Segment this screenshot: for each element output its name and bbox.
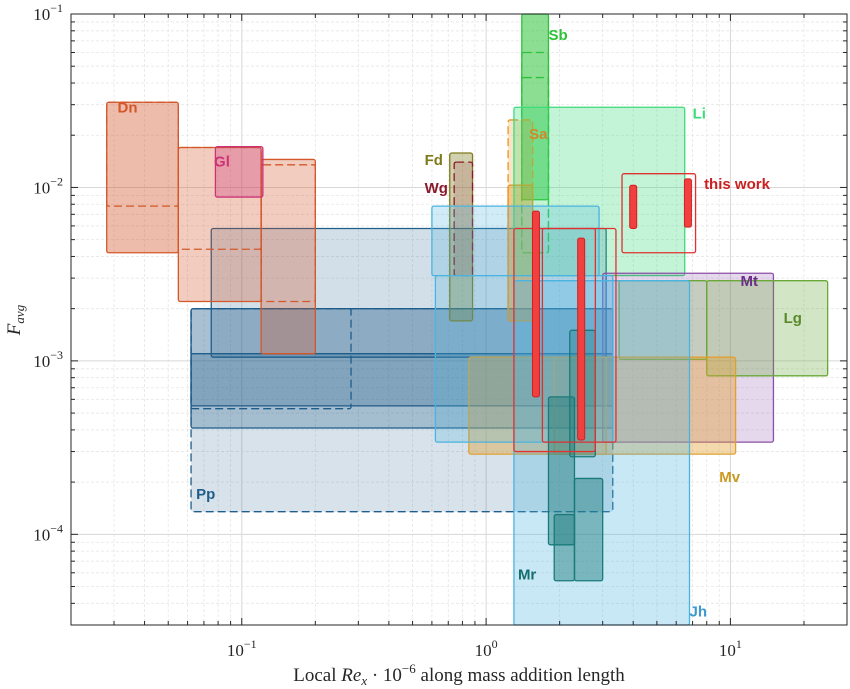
axes-frame — [70, 13, 848, 626]
label-mt: Mt — [741, 273, 759, 290]
y-tick-label: 10−3 — [33, 348, 63, 371]
label-li: Li — [693, 105, 706, 122]
x-axis-label: Local Rex · 10−6 along mass addition len… — [293, 661, 625, 688]
series-dn — [106, 101, 316, 355]
x-axis-label-suffix: along mass addition length — [416, 665, 625, 686]
series-this-work — [513, 173, 697, 453]
range-box-dn — [106, 101, 179, 207]
label-mv: Mv — [719, 469, 740, 486]
bar-this-work — [683, 178, 692, 228]
x-axis-label-mid: · 10 — [367, 665, 402, 686]
label-wg: Wg — [425, 180, 448, 197]
range-box-dn — [177, 146, 262, 250]
range-box-gl — [214, 145, 264, 198]
label-sa: Sa — [529, 126, 548, 143]
series-gl — [214, 145, 264, 198]
bar-this-work — [577, 237, 586, 441]
label-gl: Gl — [214, 154, 230, 171]
label-fd: Fd — [425, 152, 443, 169]
range-box-jh — [434, 275, 614, 443]
range-box-dn — [260, 158, 316, 355]
x-tick-label: 100 — [475, 637, 498, 660]
label-sb: Sb — [548, 27, 567, 44]
series-jh — [431, 205, 691, 626]
x-axis-label-prefix: Local — [293, 665, 341, 686]
label-this-work: this work — [704, 176, 771, 193]
x-tick-label: 101 — [719, 637, 742, 660]
y-axis-label-sub: avg — [12, 304, 27, 323]
x-tick-label: 10−1 — [227, 637, 257, 660]
series-mr — [547, 329, 604, 582]
y-tick-label: 10−2 — [33, 174, 63, 197]
series-lg — [618, 280, 829, 377]
range-box-this-work — [541, 227, 617, 443]
label-lg: Lg — [784, 310, 802, 327]
axis-ticks: 10−1 100 101 10−4 10−3 10−2 10−1 — [33, 1, 848, 660]
range-box-mr — [553, 513, 576, 582]
bar-this-work — [531, 210, 540, 398]
label-jh: Jh — [690, 604, 708, 621]
label-dn: Dn — [118, 100, 138, 117]
label-mr: Mr — [518, 566, 536, 583]
range-box-this-work — [621, 173, 697, 254]
bar-this-work — [629, 184, 638, 229]
range-box-mr — [547, 396, 576, 546]
label-pp: Pp — [196, 486, 215, 503]
y-axis-label: Favg — [4, 304, 27, 336]
range-box-lg — [706, 280, 829, 377]
range-box-dn — [260, 164, 316, 303]
y-axis-label-var: F — [4, 323, 25, 336]
data-boxes — [106, 13, 829, 626]
y-tick-label: 10−4 — [33, 521, 63, 544]
plot-area — [71, 14, 847, 625]
series-labels: Pp Dn Gl Fd Wg Sb Sa Li Mt Lg Mv Jh Mr this work — [118, 27, 802, 621]
x-axis-label-sub: x — [360, 673, 367, 688]
series-pp — [190, 227, 614, 513]
range-box-mr — [573, 477, 604, 582]
y-tick-label: 10−1 — [33, 1, 63, 24]
this-work-bars — [531, 178, 692, 441]
x-axis-label-sup: −6 — [402, 661, 416, 676]
x-axis-label-var: Re — [340, 665, 361, 686]
